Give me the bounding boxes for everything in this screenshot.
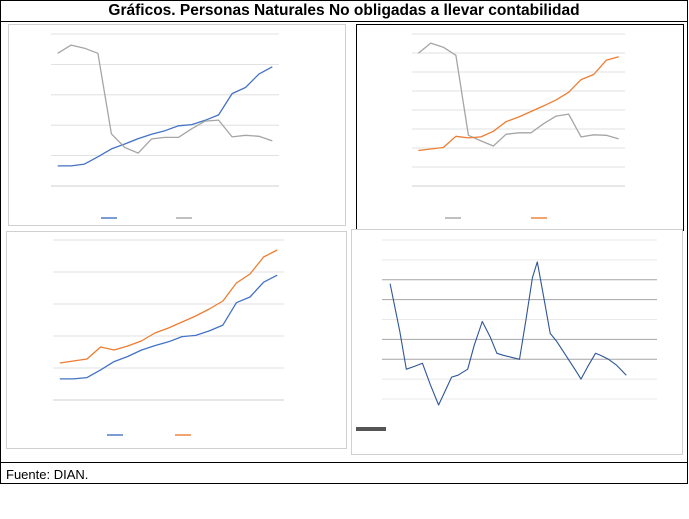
series-line-1 xyxy=(417,42,619,147)
chart-panel-3 xyxy=(6,231,347,449)
chart-panel-1 xyxy=(8,24,346,226)
figure-title: Gráficos. Personas Naturales No obligada… xyxy=(0,0,688,22)
chart-1-svg xyxy=(51,33,279,219)
chart-3-svg xyxy=(53,239,284,436)
series-line-2 xyxy=(418,56,619,152)
chart-panel-2 xyxy=(356,24,684,231)
source-note: Fuente: DIAN. xyxy=(6,467,89,482)
series-line-2 xyxy=(57,44,273,154)
series-line-1 xyxy=(59,274,278,380)
series-line-2 xyxy=(59,249,278,364)
chart-4-svg xyxy=(356,239,657,431)
chart-2-svg xyxy=(412,33,625,219)
series-line-1 xyxy=(57,66,273,167)
figure-frame xyxy=(0,0,688,484)
footer-divider xyxy=(0,462,688,463)
chart-panel-4 xyxy=(351,229,683,455)
series-line-1 xyxy=(389,261,627,406)
legend-illegible-marker xyxy=(356,427,386,431)
